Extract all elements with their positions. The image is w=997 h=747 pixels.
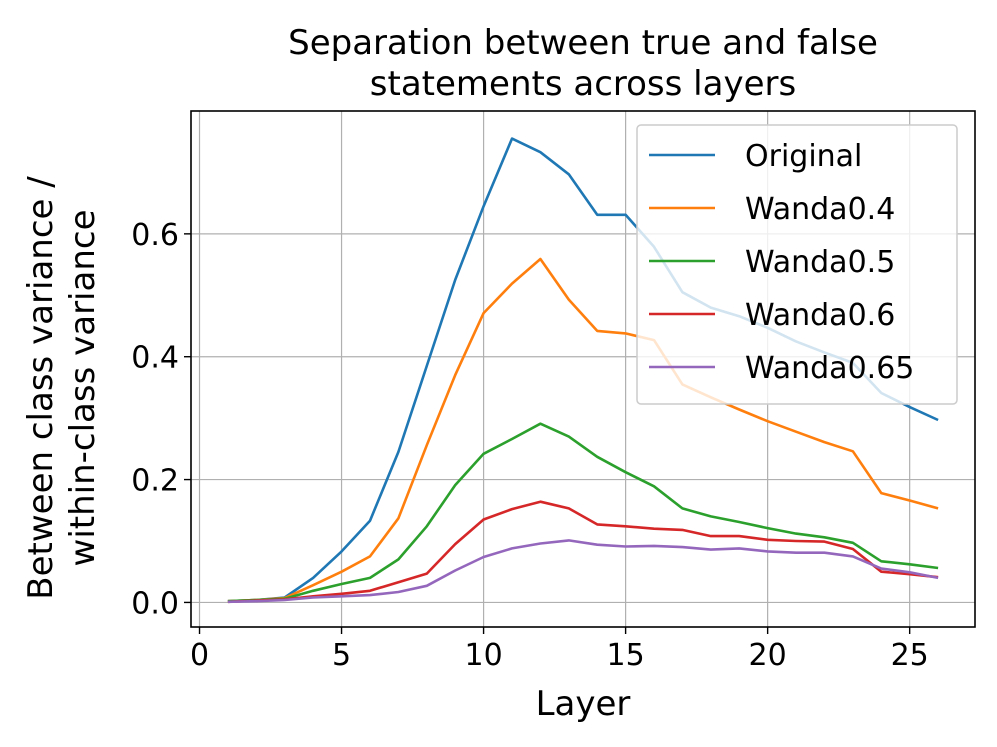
legend-label: Wanda0.5 — [745, 245, 895, 280]
x-tick-label: 25 — [891, 638, 929, 673]
legend-label: Wanda0.6 — [745, 298, 895, 333]
x-tick-label: 0 — [190, 638, 209, 673]
chart-title-line-1: Separation between true and false — [288, 23, 878, 63]
y-axis-label-line-2: within-class variance — [63, 210, 103, 567]
y-axis-label-line-1: Between class variance / — [21, 176, 61, 600]
axes-frame — [190, 110, 976, 628]
legend-label: Wanda0.65 — [745, 351, 914, 386]
legend-label: Original — [745, 139, 862, 174]
y-tick-label: 0.6 — [131, 218, 179, 253]
legend-box — [636, 124, 958, 405]
y-tick-label: 0.0 — [131, 586, 179, 621]
legend-label: Wanda0.4 — [745, 192, 895, 227]
ticks: 0 5 10 15 20 25 0.0 0.2 0.4 0.6 — [131, 218, 928, 673]
series-line-wanda0-6 — [227, 500, 939, 604]
legend: Original Wanda0.4 Wanda0.5 Wanda0.6 Wanda0.6… — [636, 124, 958, 405]
x-tick-label: 5 — [332, 638, 351, 673]
series-line-wanda0-4 — [227, 257, 939, 603]
chart-title-line-2: statements across layers — [370, 64, 796, 104]
x-tick-label: 10 — [464, 638, 502, 673]
series-line-wanda0-65 — [227, 539, 939, 604]
x-tick-label: 15 — [607, 638, 645, 673]
series-line-wanda0-5 — [227, 422, 939, 603]
y-tick-label: 0.4 — [131, 341, 179, 376]
x-axis-label: Layer — [536, 684, 631, 724]
series-lines — [227, 137, 939, 604]
x-tick-label: 20 — [749, 638, 787, 673]
y-tick-label: 0.2 — [131, 464, 179, 499]
